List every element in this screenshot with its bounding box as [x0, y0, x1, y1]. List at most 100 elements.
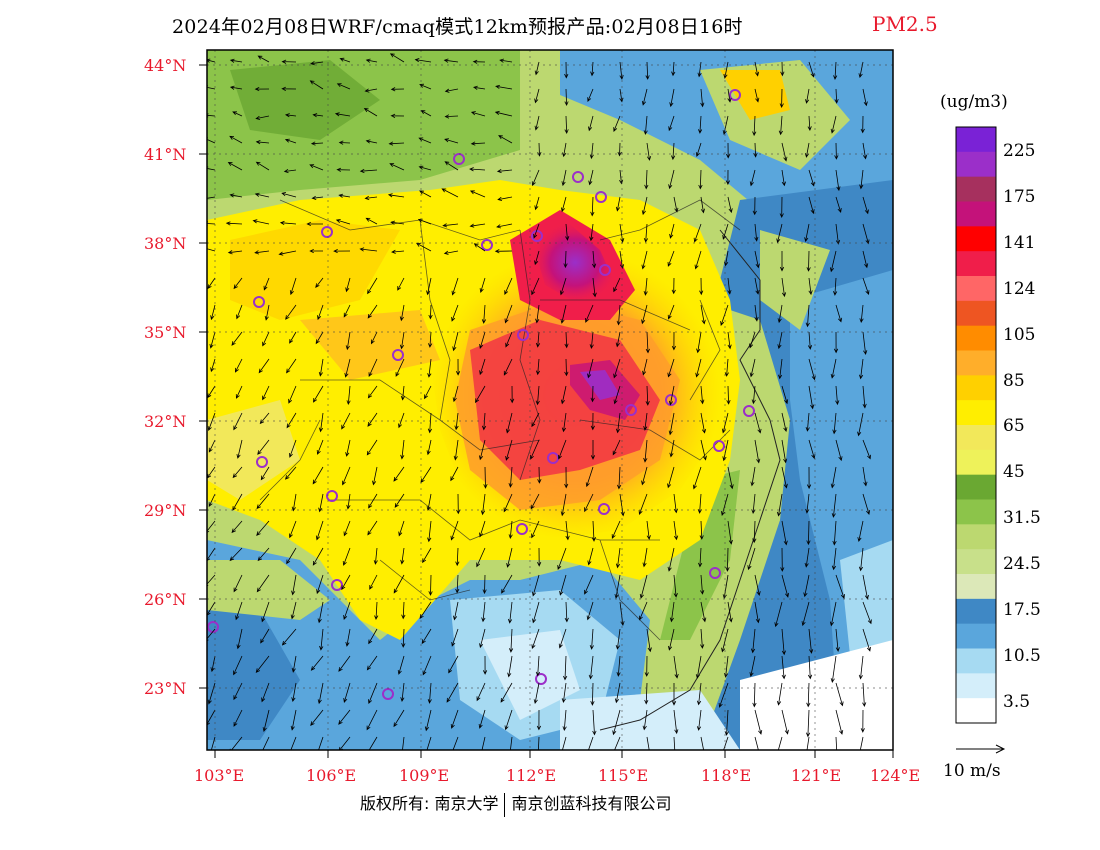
- wind-arrow: [727, 520, 733, 545]
- wind-arrow: [236, 304, 243, 320]
- wind-arrow: [284, 113, 297, 118]
- wind-arrow: [451, 304, 459, 322]
- wind-arrow: [588, 115, 594, 132]
- map-frame: [206, 49, 894, 751]
- wind-arrow: [671, 331, 677, 351]
- lat-label-41n: 41°N: [144, 145, 187, 164]
- wind-arrow: [585, 304, 594, 323]
- colorbar-label: 24.5: [1003, 554, 1041, 574]
- wind-arrow: [229, 193, 243, 198]
- wind-arrow: [835, 196, 842, 213]
- wind-arrow: [862, 223, 870, 245]
- wind-arrow: [726, 385, 731, 405]
- colorbar-swatch: [956, 549, 996, 575]
- wind-arrow: [829, 601, 837, 627]
- wind-arrow: [317, 601, 324, 624]
- wind-arrow: [254, 87, 270, 92]
- wind-arrow: [532, 574, 540, 597]
- colorbar-swatch: [956, 698, 996, 724]
- wind-arrow: [642, 547, 648, 568]
- wind-arrow: [780, 61, 785, 77]
- wind-arrow: [561, 412, 567, 433]
- wind-arrow: [317, 304, 324, 321]
- wind-arrow: [470, 141, 486, 146]
- wind-arrow: [641, 466, 648, 486]
- wind-arrow: [781, 574, 789, 598]
- wind-arrow: [503, 493, 513, 513]
- wind-arrow: [862, 250, 869, 269]
- wind-arrow: [592, 277, 597, 298]
- wind-arrow: [641, 250, 648, 270]
- wind-arrow: [643, 412, 648, 431]
- colorbar-swatch: [956, 375, 996, 401]
- wind-arrow: [698, 547, 703, 568]
- wind-arrow: [317, 682, 324, 705]
- wind-arrow: [754, 709, 763, 735]
- wind-arrow: [310, 61, 324, 66]
- wind-arrow: [363, 108, 378, 117]
- wind-arrow: [779, 251, 785, 272]
- wind-arrow: [229, 736, 243, 750]
- wind-arrow: [476, 682, 486, 702]
- wind-arrow: [781, 385, 789, 405]
- wind-arrow: [831, 547, 837, 571]
- colorbar-label: 141: [1003, 233, 1036, 253]
- wind-arrow: [316, 439, 324, 455]
- colorbar-label: 31.5: [1003, 508, 1041, 528]
- lat-label-29n: 29°N: [144, 501, 187, 520]
- wind-arrow: [834, 88, 839, 104]
- wind-arrow: [401, 628, 406, 648]
- wind-arrow: [558, 439, 567, 460]
- wind-arrow: [862, 682, 867, 708]
- lat-label-35n: 35°N: [144, 323, 187, 342]
- wind-arrow: [860, 709, 865, 733]
- wind-arrow: [619, 169, 624, 185]
- copyright-owner-university: 版权所有: 南京大学: [360, 794, 499, 813]
- wind-arrow: [505, 412, 513, 434]
- wind-arrow: [671, 683, 677, 706]
- wind-arrow: [584, 574, 594, 595]
- wind-arrow: [262, 331, 270, 347]
- wind-arrow: [229, 58, 243, 63]
- wind-arrow: [419, 190, 432, 198]
- wind-arrow: [862, 466, 868, 487]
- wind-arrow: [806, 466, 812, 490]
- colorbar-swatch: [956, 623, 996, 649]
- wind-arrow: [207, 137, 216, 144]
- wind-arrow: [585, 466, 594, 488]
- wind-arrow: [291, 682, 297, 702]
- wind-arrow: [338, 193, 351, 198]
- wind-arrow: [747, 547, 756, 571]
- wind-arrow: [505, 331, 513, 348]
- wind-arrow: [726, 142, 731, 159]
- wind-arrow: [754, 304, 759, 322]
- wind-arrow: [499, 58, 513, 63]
- wind-arrow: [343, 520, 351, 537]
- wind-arrow: [207, 709, 216, 726]
- wind-arrow: [278, 250, 297, 256]
- wind-arrow: [342, 547, 351, 566]
- wind-arrow: [801, 601, 810, 627]
- wind-arrow: [668, 169, 675, 190]
- colorbar-label: 85: [1003, 371, 1025, 391]
- wind-arrow: [395, 358, 405, 377]
- wind-arrow: [699, 520, 704, 540]
- wind-arrow: [374, 601, 379, 621]
- wind-arrow: [419, 601, 432, 619]
- wind-arrow: [862, 493, 871, 515]
- wind-arrow: [393, 709, 405, 728]
- colorbar-swatch: [956, 425, 996, 451]
- wind-arrow: [531, 628, 540, 650]
- wind-arrow: [207, 221, 216, 226]
- wind-arrow: [833, 61, 838, 81]
- wind-arrow: [862, 277, 870, 295]
- wind-arrow: [557, 547, 567, 570]
- wind-arrow: [667, 358, 675, 378]
- wind-arrow: [807, 655, 813, 680]
- wind-arrow: [318, 412, 324, 433]
- wind-arrow: [641, 304, 648, 325]
- wind-arrow: [754, 250, 760, 269]
- wind-arrow: [616, 304, 621, 326]
- wind-arrow: [781, 412, 788, 432]
